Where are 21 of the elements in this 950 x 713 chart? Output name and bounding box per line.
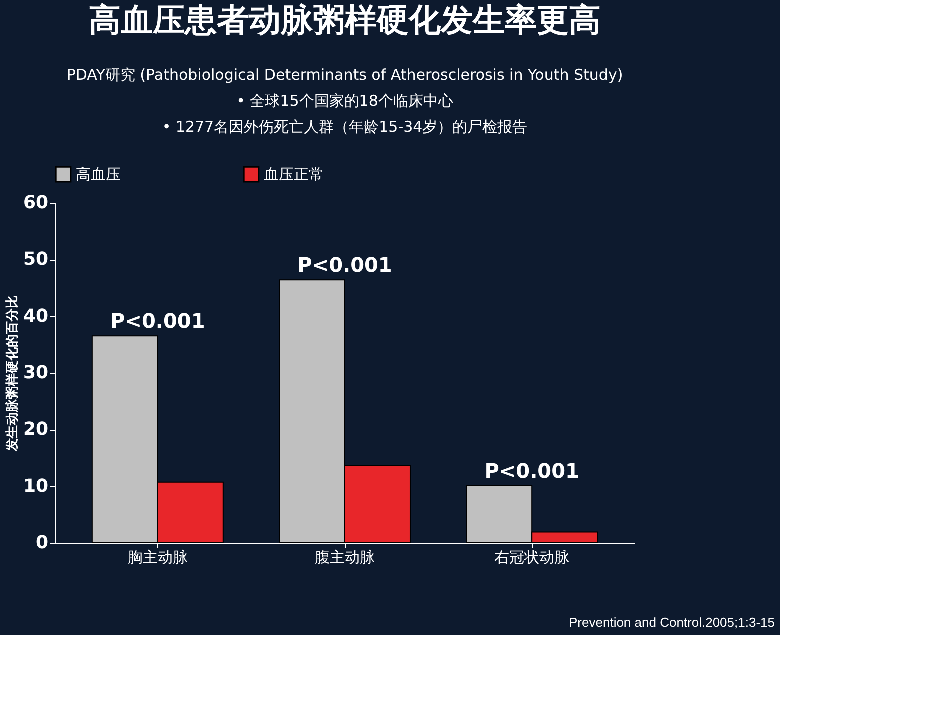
text: Prevention and Control.2005;1:3-15	[569, 615, 775, 630]
x-tick-label: 胸主动脉	[128, 548, 188, 566]
text: • 全球15个国家的18个临床中心	[236, 92, 454, 110]
legend-label: 高血压	[76, 166, 121, 184]
y-tick-label: 40	[23, 306, 48, 327]
text: • 1277名因外伤死亡人群（年龄15-34岁）的尸检报告	[162, 118, 528, 136]
y-tick-label: 0	[36, 532, 48, 554]
text: PDAY研究 (Pathobiological Determinants of Atherosclerosis in Youth Study)	[66, 66, 624, 84]
y-tick-label: 60	[23, 192, 48, 214]
legend-label: 血压正常	[264, 166, 324, 184]
y-axis-title: 发生动脉粥样硬化的百分比	[4, 296, 20, 452]
annotation: P<0.001	[110, 309, 206, 334]
y-tick-label: 20	[23, 419, 48, 440]
y-tick-label: 10	[23, 476, 48, 497]
y-tick-label: 50	[23, 249, 48, 270]
x-tick-label: 腹主动脉	[315, 548, 375, 566]
annotation: P<0.001	[298, 253, 392, 278]
annotation: P<0.001	[484, 458, 580, 483]
x-tick-label: 右冠状动脉	[494, 548, 570, 566]
chart-title: 高血压患者动脉粥样硬化发生率更高	[89, 1, 601, 39]
y-tick-label: 30	[23, 362, 48, 384]
